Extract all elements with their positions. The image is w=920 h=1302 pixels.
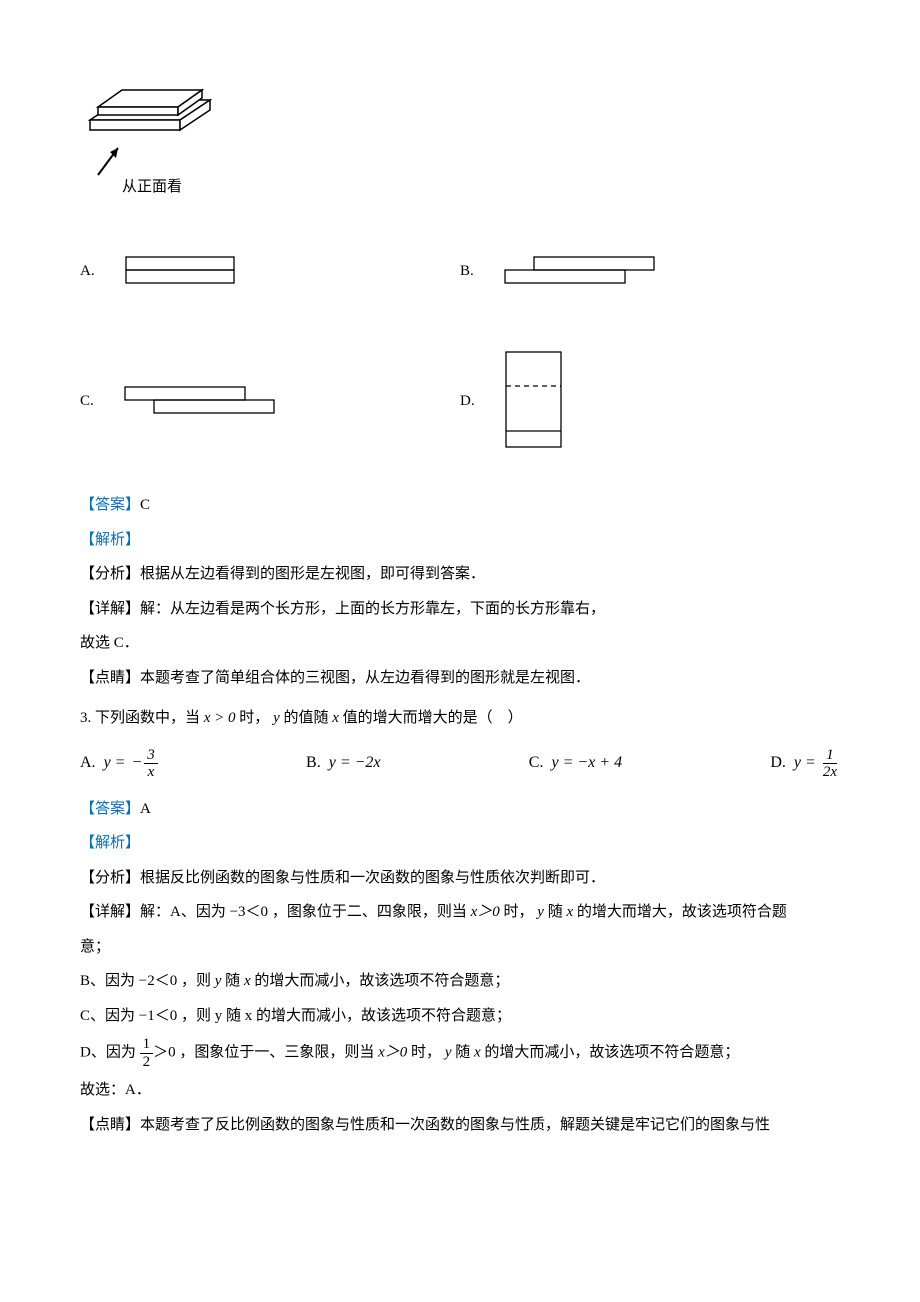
q3-dianjing: 【点睛】本题考查了反比例函数的图象与性质和一次函数的图象与性质，解题关键是牢记它… [80,1111,840,1140]
q3-option-c: C. y = −x + 4 [529,748,622,778]
q3-mid2: 的值随 [283,710,328,726]
q3-a-num: 3 [144,747,158,765]
q3-a-mid: ，图象位于二、四象限，则当 [272,904,467,920]
q3-c-label: C. [529,748,544,778]
q3-d-m2: 时， [411,1044,441,1060]
q3-answer-value: A [140,801,151,817]
option-b: B. [460,256,840,286]
q3-cond: x > 0 [200,710,239,726]
option-a: A. [80,256,460,286]
q3-d-pre: D、因为 [80,1044,136,1060]
q3-a-x: x＞0 [467,904,504,920]
q3-xiangjie-c: C、因为 −1＜0 ，则 y 随 x 的增大而减小，故该选项不符合题意； [80,1002,840,1031]
q3-option-a: A. y =− 3x [80,747,158,781]
option-b-label: B. [460,257,474,286]
option-b-svg [504,256,664,286]
q3-options: A. y =− 3x B. y = −2x C. y = −x + 4 D. y… [80,747,840,781]
q3-d-mid: ，图象位于一、三象限，则当 [179,1044,374,1060]
q3-b-mid: ，则 [181,973,211,989]
q2-dianjing: 【点睛】本题考查了简单组合体的三视图，从左边看得到的图形就是左视图． [80,664,840,693]
q3-d-y: y [441,1044,455,1060]
q3-d-den2: 2 [140,1054,154,1071]
q3-b-cond: −2＜0 [135,973,181,989]
q3-d-gt: ＞0 [153,1044,179,1060]
q3-guxuan: 故选：A． [80,1076,840,1105]
q3-a-tail: 的增大而增大，故该选项符合题 [577,904,787,920]
q2-guxuan: 故选 C． [80,629,840,658]
q3-x: x [329,710,343,726]
q3-a-den: x [145,764,158,781]
q2-fenxi: 【分析】根据从左边看得到的图形是左视图，即可得到答案． [80,560,840,589]
q3-y: y [269,710,283,726]
q3-b-m2: 随 [225,973,240,989]
q3-b-label: B. [306,748,321,778]
q2-analysis-header: 【解析】 [80,526,840,555]
q3-d-label: D. [770,748,786,778]
q3-c-pre: C、因为 [80,1008,135,1024]
q3-d-num2: 1 [140,1036,154,1054]
q3-mid: 时， [239,710,269,726]
option-c-label: C. [80,387,94,416]
options-row-2: C. D. [80,351,840,451]
q3-b-pre: B、因为 [80,973,135,989]
q3-a-m2: 时， [504,904,534,920]
q3-a-cond: −3＜0 [226,904,272,920]
q3-answer-label: 【答案】 [80,801,140,817]
q3-answer: 【答案】A [80,795,840,824]
q3-stem-prefix: 3. 下列函数中，当 [80,710,200,726]
q3-option-d: D. y = 12x [770,747,840,781]
q3-a-pre: 【详解】解：A、因为 [80,904,226,920]
q3-analysis-header: 【解析】 [80,829,840,858]
q3-xiangjie-a: 【详解】解：A、因为 −3＜0 ，图象位于二、四象限，则当 x＞0 时， y 随… [80,898,840,927]
q3-b-expr: y = −2x [329,748,381,778]
option-c-svg [124,386,284,416]
q3-d-num: 1 [823,747,837,765]
option-d-svg [505,351,565,451]
option-d-label: D. [460,387,475,416]
q3-c-mid: ，则 y 随 x 的增大而减小，故该选项不符合题意； [181,1008,511,1024]
q3-a-x2: x [563,904,577,920]
q3-b-x: x [240,973,254,989]
q3-option-b: B. y = −2x [306,748,380,778]
q3-d-x2: x [470,1044,484,1060]
question-figure: 从正面看 [80,60,840,201]
q3-a-m3: 随 [548,904,563,920]
option-a-svg [125,256,235,286]
q3-xiangjie-d: D、因为 12＞0 ，图象位于一、三象限，则当 x＞0 时， y 随 x 的增大… [80,1036,840,1070]
q3-c-cond: −1＜0 [135,1008,181,1024]
q3-d-tail: 的增大而减小，故该选项不符合题意； [484,1044,739,1060]
q2-answer: 【答案】C [80,491,840,520]
option-c: C. [80,386,460,416]
option-a-label: A. [80,257,95,286]
option-d: D. [460,351,840,451]
q3-a-y: y [534,904,548,920]
q3-b-y: y [211,973,225,989]
options-row-1: A. B. [80,231,840,311]
q3-b-tail: 的增大而减小，故该选项不符合题意； [254,973,509,989]
q2-answer-value: C [140,497,150,513]
q3-stem: 3. 下列函数中，当 x > 0 时， y 的值随 x 值的增大而增大的是（ ） [80,704,840,733]
q2-xiangjie: 【详解】解：从左边看是两个长方形，上面的长方形靠左，下面的长方形靠右， [80,595,840,624]
stacked-rect-3d [80,60,230,190]
q3-a-label: A. [80,748,96,778]
q3-fenxi: 【分析】根据反比例函数的图象与性质和一次函数的图象与性质依次判断即可． [80,864,840,893]
q3-c-expr: y = −x + 4 [551,748,622,778]
q3-xiangjie-b: B、因为 −2＜0 ，则 y 随 x 的增大而减小，故该选项不符合题意； [80,967,840,996]
q3-d-x: x＞0 [374,1044,411,1060]
q3-d-m3: 随 [455,1044,470,1060]
q3-d-den: 2x [820,764,840,781]
q2-answer-label: 【答案】 [80,497,140,513]
q3-suffix: 值的增大而增大的是（ ） [343,710,523,726]
q3-xiangjie-a2: 意； [80,933,840,962]
